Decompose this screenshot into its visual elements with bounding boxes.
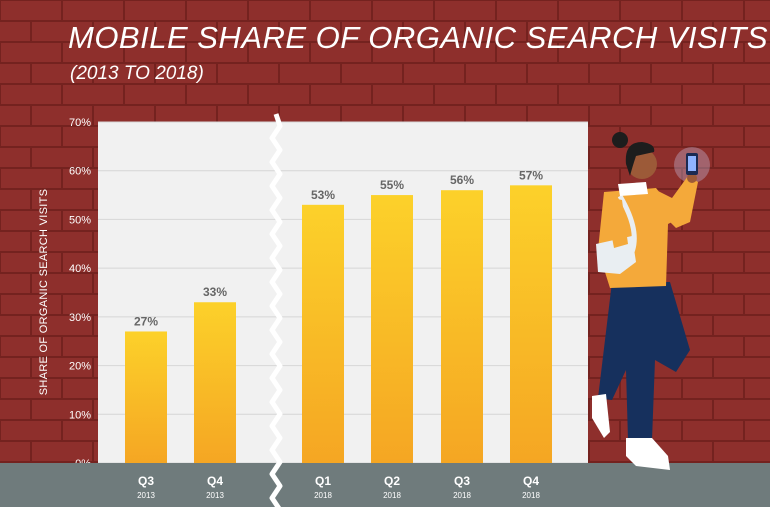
x-tick-label: Q2 [384, 474, 400, 488]
data-label: 53% [311, 188, 335, 202]
y-tick-label: 40% [69, 263, 91, 275]
left-arm [604, 196, 628, 248]
x-tick-year: 2018 [383, 491, 401, 500]
hair [625, 142, 655, 176]
x-tick-year: 2018 [453, 491, 471, 500]
data-label: 55% [380, 178, 404, 192]
y-tick-label: 70% [69, 117, 91, 129]
y-tick-label: 60% [69, 166, 91, 178]
x-tick-year: 2013 [137, 491, 155, 500]
data-label: 56% [450, 173, 474, 187]
bar [510, 185, 552, 464]
x-tick-year: 2013 [206, 491, 224, 500]
raised-arm [656, 176, 698, 228]
x-tick-label: Q3 [454, 474, 470, 488]
bar [125, 331, 167, 463]
hair-bun [612, 132, 628, 148]
bar [194, 302, 236, 463]
x-tick-label: Q3 [138, 474, 154, 488]
shoulder-bag [596, 236, 636, 274]
data-label: 27% [134, 314, 158, 328]
y-tick-label: 30% [69, 312, 91, 324]
y-tick-label: 10% [69, 409, 91, 421]
bar [302, 204, 344, 464]
trousers [598, 282, 690, 440]
data-label: 33% [203, 285, 227, 299]
chart-title: MOBILE SHARE OF ORGANIC SEARCH VISITS [68, 20, 769, 55]
hand [687, 173, 697, 183]
collar [618, 182, 648, 196]
x-tick-year: 2018 [522, 491, 540, 500]
x-tick-label: Q4 [207, 474, 223, 488]
bag-strap [617, 194, 637, 253]
right-shoe [626, 438, 670, 470]
x-tick-year: 2018 [314, 491, 332, 500]
bar [371, 195, 413, 464]
chart-subtitle: (2013 TO 2018) [70, 63, 204, 84]
ground-strip [0, 463, 770, 507]
y-tick-label: 50% [69, 214, 91, 226]
phone-screen [688, 156, 696, 171]
y-tick-label: 20% [69, 361, 91, 373]
x-tick-label: Q1 [315, 474, 331, 488]
data-label: 57% [519, 168, 543, 182]
x-tick-label: Q4 [523, 474, 539, 488]
y-axis-label: SHARE OF ORGANIC SEARCH VISITS [38, 189, 50, 395]
left-shoe [592, 394, 610, 438]
bar [441, 190, 483, 463]
axis-break [269, 113, 283, 507]
